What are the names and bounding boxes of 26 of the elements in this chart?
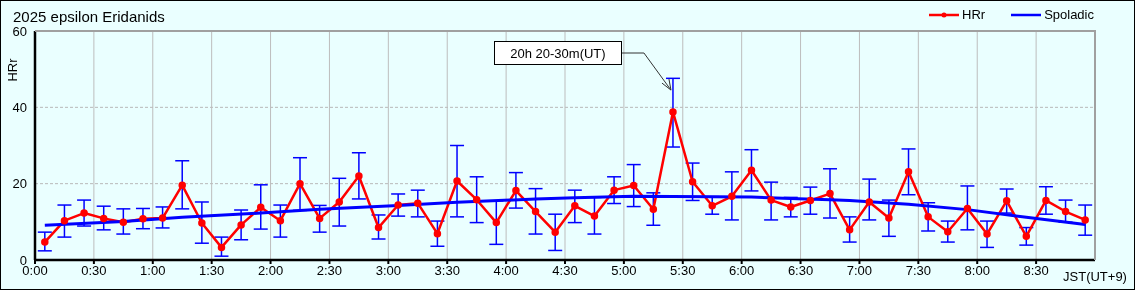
annotation: 20h 20-30m(UT) xyxy=(493,41,622,65)
x-tick-label: 2:30 xyxy=(316,263,343,279)
x-tick-label: 4:30 xyxy=(552,263,578,279)
y-axis-title: HRr xyxy=(5,57,21,82)
legend-label: HRr xyxy=(962,7,986,22)
x-tick-label: 5:30 xyxy=(670,263,696,279)
y-tick-label: 20 xyxy=(12,176,27,192)
x-tick-label: 1:30 xyxy=(199,263,225,279)
x-tick-label: 3:30 xyxy=(434,263,460,279)
x-axis-title: JST(UT+9) xyxy=(1063,269,1127,285)
x-tick-label: 3:00 xyxy=(375,263,401,279)
x-tick-label: 6:00 xyxy=(729,263,755,279)
x-tick-label: 6:30 xyxy=(787,263,814,279)
x-tick-label: 0:30 xyxy=(81,263,107,279)
x-tick-label: 7:00 xyxy=(846,263,873,279)
x-tick-label: 8:00 xyxy=(964,263,990,279)
legend-label: Spoladic xyxy=(1044,7,1094,22)
x-tick-label: 4:00 xyxy=(493,263,519,279)
y-tick-label: 60 xyxy=(12,23,27,39)
x-tick-label: 7:30 xyxy=(905,263,931,279)
x-tick-label: 1:00 xyxy=(140,263,166,279)
x-tick-label: 5:00 xyxy=(611,263,637,279)
chart-title: 2025 epsilon Eridanids xyxy=(13,8,165,25)
y-tick-label: 40 xyxy=(12,99,27,115)
x-tick-label: 8:30 xyxy=(1023,263,1049,279)
x-tick-label: 2:00 xyxy=(257,263,284,279)
